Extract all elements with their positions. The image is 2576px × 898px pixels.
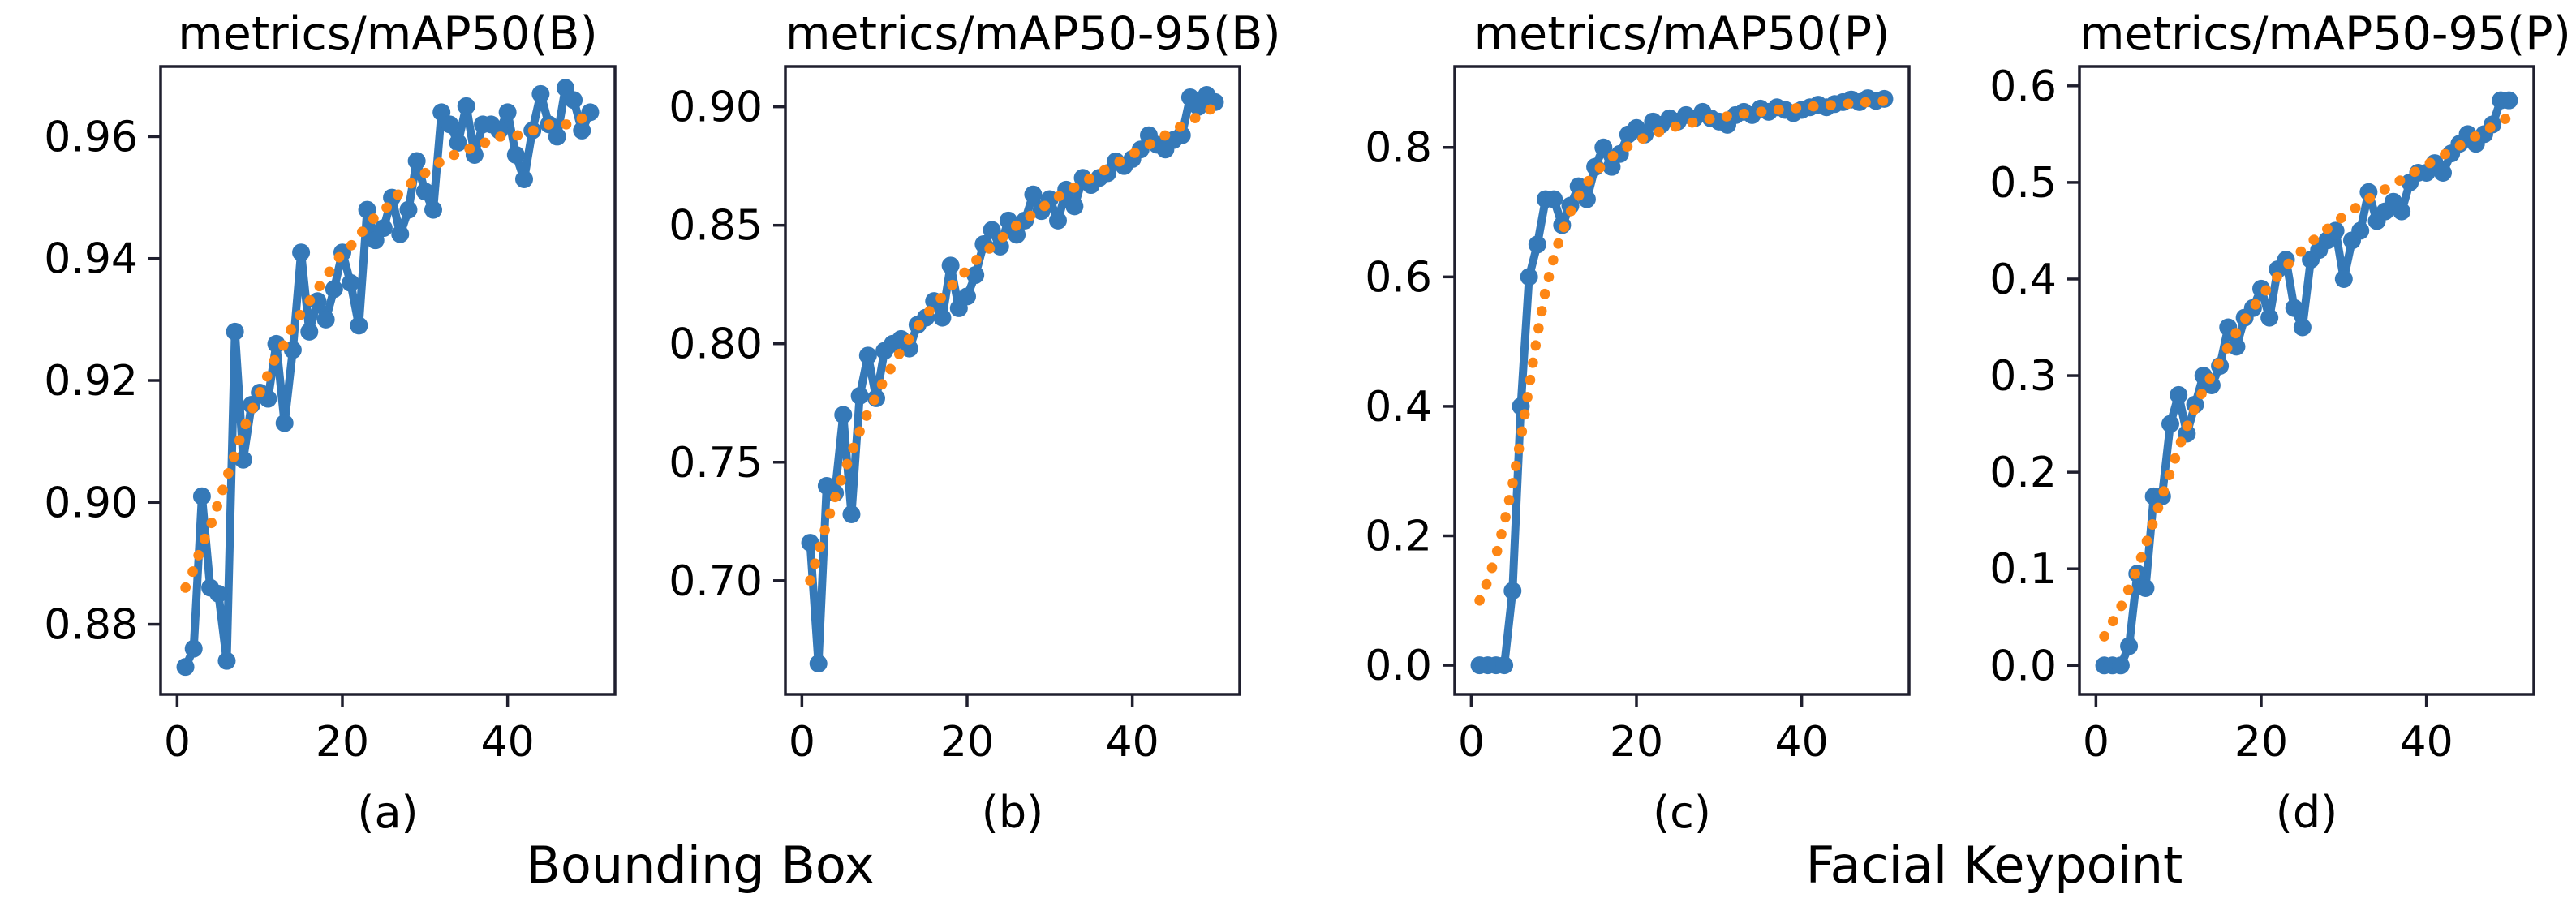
svg-text:0: 0 (789, 718, 815, 767)
svg-text:0: 0 (164, 718, 191, 767)
svg-text:40: 40 (1106, 718, 1159, 767)
panel-b-plot: 0.70 0.75 0.80 0.85 0.90 0 20 40 (669, 65, 1241, 767)
panel-c-title: metrics/mAP50(P) (1473, 7, 1890, 61)
svg-text:0.90: 0.90 (44, 479, 138, 527)
group-facial-keypoint: metrics/mAP50(P) 0.0 0.2 0.4 0.6 0.8 0 20 40 (c… (1301, 0, 2571, 895)
panel-c-plot: 0.0 0.2 0.4 0.6 0.8 0 20 40 (1365, 65, 1911, 767)
svg-text:0.0: 0.0 (1989, 642, 2057, 690)
svg-text:20: 20 (2234, 718, 2288, 767)
panel-c: metrics/mAP50(P) 0.0 0.2 0.4 0.6 0.8 0 20 40 (c… (1301, 0, 1925, 842)
group-label-bounding-box: Bounding Box (526, 836, 875, 895)
panel-c-caption: (c) (1653, 787, 1711, 838)
svg-text:0: 0 (1458, 718, 1485, 767)
svg-text:0.2: 0.2 (1989, 449, 2057, 497)
panel-b: metrics/mAP50-95(B) 0.70 0.75 0.80 0.85 0.90… (631, 0, 1281, 842)
svg-text:0.1: 0.1 (1989, 545, 2057, 594)
svg-text:20: 20 (316, 718, 369, 767)
group-bounding-box: metrics/mAP50(B) 0.88 0.90 0.92 0.94 0.96 0 20… (6, 0, 1281, 895)
svg-text:0.0: 0.0 (1365, 642, 1432, 690)
panel-d-title: metrics/mAP50-95(P) (2079, 7, 2571, 61)
svg-text:0.85: 0.85 (669, 202, 763, 251)
svg-text:0.70: 0.70 (669, 557, 763, 606)
svg-text:0.80: 0.80 (669, 320, 763, 369)
svg-text:0.96: 0.96 (44, 113, 138, 161)
svg-text:40: 40 (1775, 718, 1829, 767)
svg-text:0.6: 0.6 (1365, 253, 1432, 302)
svg-text:0.2: 0.2 (1365, 513, 1432, 561)
group-facial-keypoint-panels: metrics/mAP50(P) 0.0 0.2 0.4 0.6 0.8 0 20 40 (c… (1301, 0, 2571, 842)
panel-b-caption: (b) (981, 787, 1044, 838)
svg-text:0.6: 0.6 (1989, 63, 2057, 111)
panel-b-title: metrics/mAP50-95(B) (785, 7, 1281, 61)
panel-d-caption: (d) (2275, 787, 2338, 838)
svg-text:20: 20 (1610, 718, 1663, 767)
svg-text:0.90: 0.90 (669, 84, 763, 132)
svg-text:0.3: 0.3 (1989, 352, 2057, 401)
panel-a-plot: 0.88 0.90 0.92 0.94 0.96 0 20 40 (44, 65, 617, 767)
panel-a: metrics/mAP50(B) 0.88 0.90 0.92 0.94 0.96 0 20… (6, 0, 631, 842)
svg-text:0.88: 0.88 (44, 601, 138, 650)
panel-a-title: metrics/mAP50(B) (178, 7, 598, 61)
panel-d: metrics/mAP50-95(P) 0.0 0.1 0.2 0.3 0.4 0.5 0.… (1925, 0, 2571, 842)
group-label-facial-keypoint: Facial Keypoint (1805, 836, 2183, 895)
svg-text:0: 0 (2083, 718, 2109, 767)
svg-text:40: 40 (481, 718, 535, 767)
svg-text:0.8: 0.8 (1365, 124, 1432, 173)
svg-text:0.4: 0.4 (1989, 256, 2057, 304)
group-bounding-box-panels: metrics/mAP50(B) 0.88 0.90 0.92 0.94 0.96 0 20… (6, 0, 1281, 842)
svg-text:0.75: 0.75 (669, 439, 763, 488)
svg-text:0.94: 0.94 (44, 235, 138, 284)
panel-d-plot: 0.0 0.1 0.2 0.3 0.4 0.5 0.6 0 20 40 (1989, 63, 2535, 767)
panel-a-caption: (a) (357, 787, 419, 838)
svg-text:40: 40 (2400, 718, 2453, 767)
svg-text:20: 20 (940, 718, 994, 767)
svg-text:0.5: 0.5 (1989, 159, 2057, 208)
svg-text:0.4: 0.4 (1365, 383, 1432, 432)
svg-text:0.92: 0.92 (44, 357, 138, 406)
